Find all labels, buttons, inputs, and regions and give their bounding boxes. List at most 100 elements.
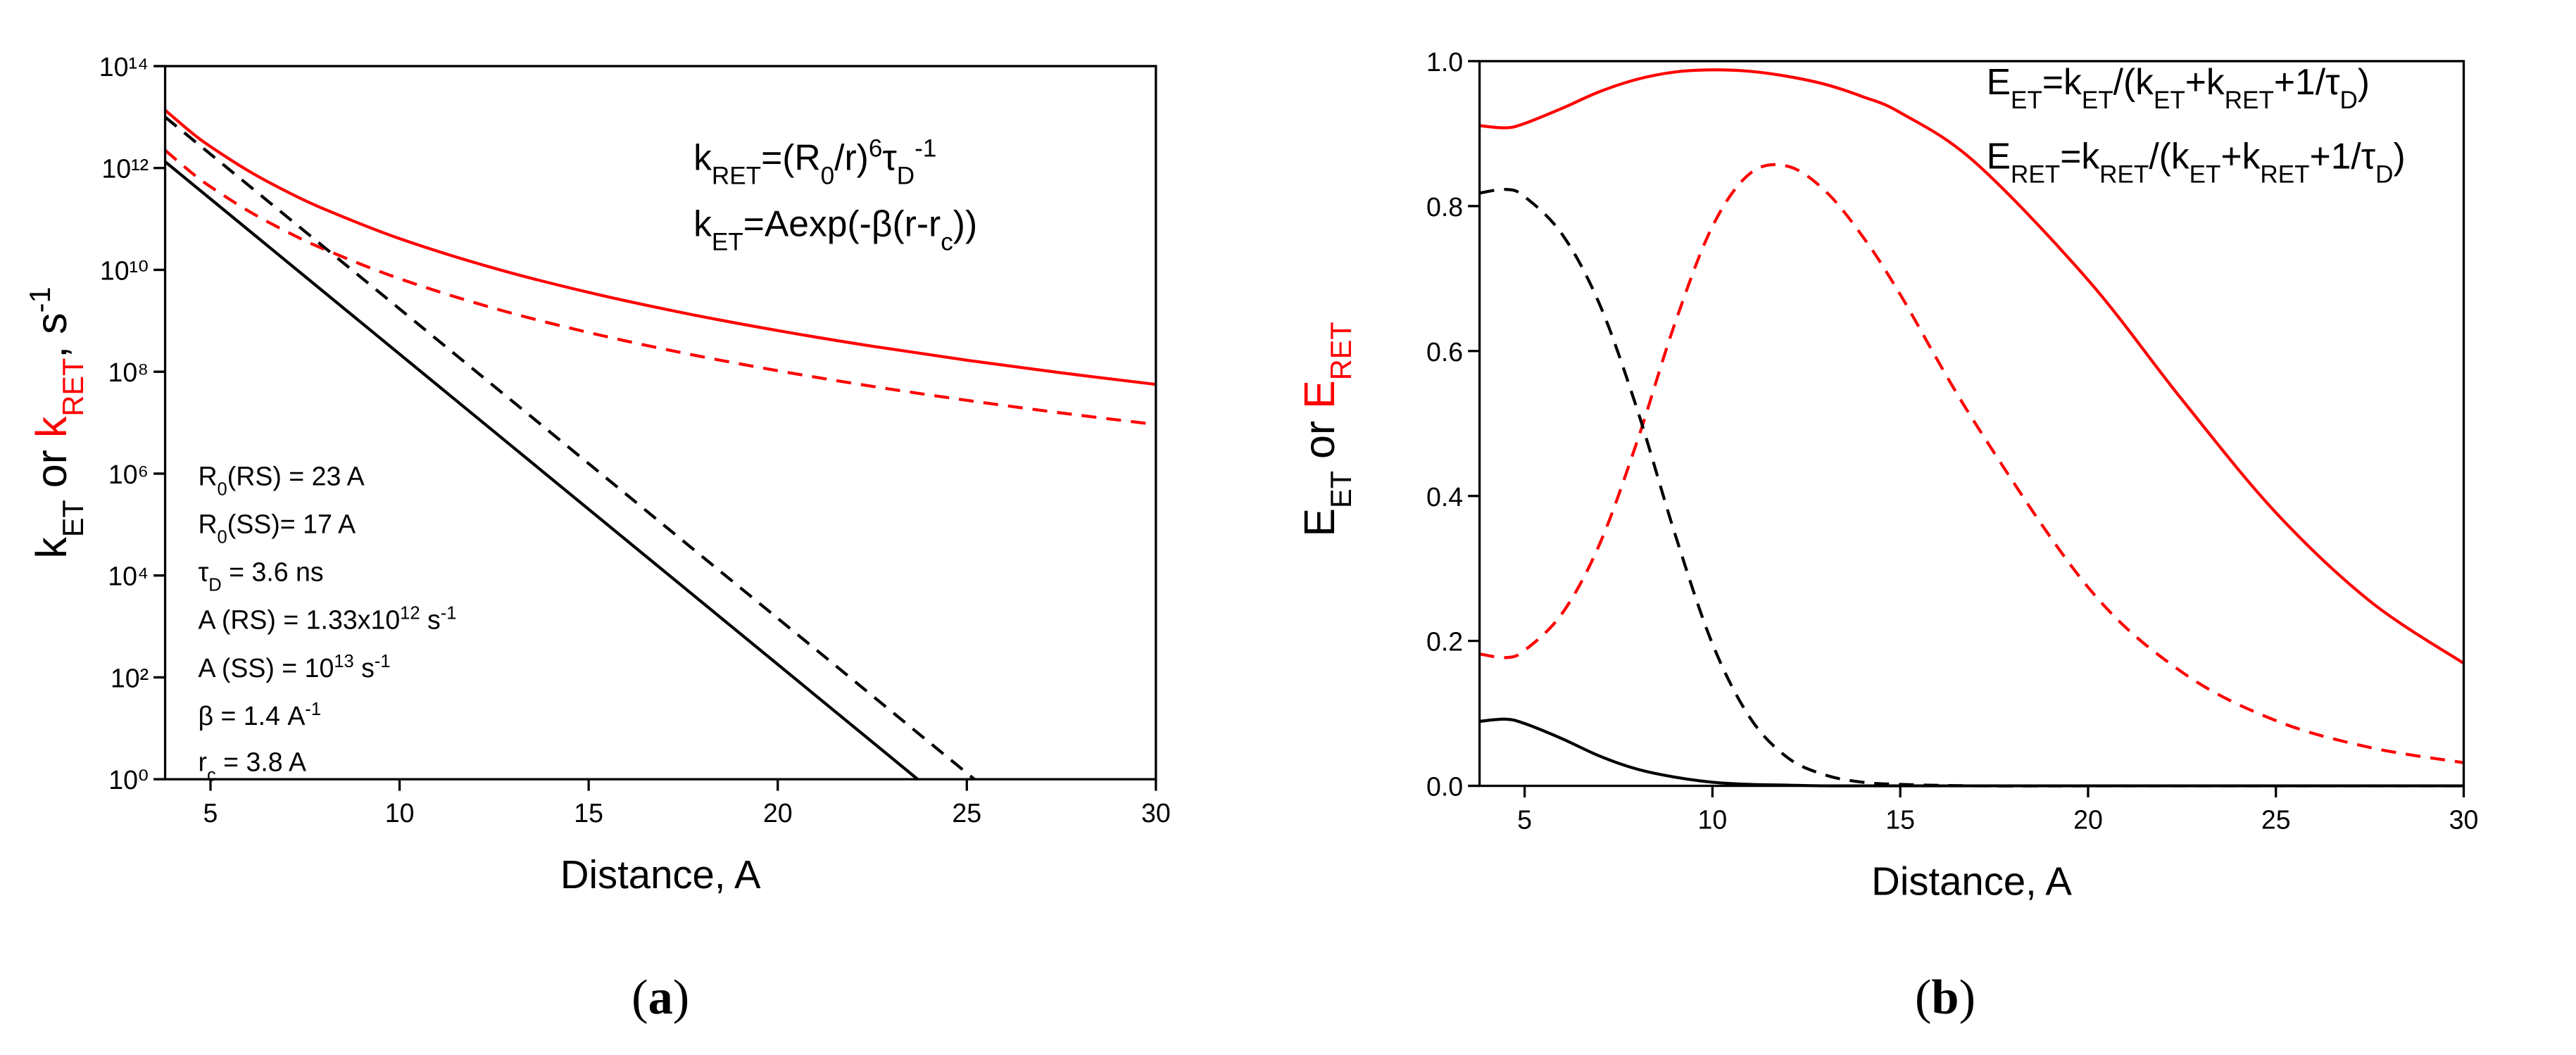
text-part: E: [1295, 508, 1343, 537]
y-tick-label: 0.4: [1426, 482, 1463, 512]
text-part: RET: [2260, 160, 2309, 188]
x-axis-label: Distance, A: [1871, 859, 2072, 903]
text-part: ET: [1324, 471, 1357, 508]
x-tick-label: 5: [1517, 805, 1532, 835]
y-tick-label: 10¹⁰: [100, 256, 149, 286]
text-part: 13: [334, 652, 353, 671]
y-tick-label: 0.2: [1426, 627, 1463, 657]
data-line: [1479, 68, 2465, 665]
text-part: RET: [712, 162, 761, 189]
text-part: A (SS) = 10: [198, 653, 334, 683]
x-tick-label: 10: [1698, 805, 1728, 835]
y-axis-label: kET or kRET, s-1: [23, 286, 89, 558]
text-part: (: [632, 970, 648, 1025]
text-part: E: [1987, 61, 2011, 102]
annotation: β = 1.4 A-1: [198, 700, 321, 731]
data-line: [164, 160, 919, 781]
annotation: R0(SS)= 17 A: [198, 510, 356, 548]
text-part: ): [1959, 970, 1975, 1025]
text-part: 0: [218, 480, 227, 500]
annotation: rc = 3.8 A: [198, 747, 306, 785]
text-part: s: [354, 653, 375, 683]
x-tick-label: 5: [203, 798, 218, 828]
x-tick-label: 25: [952, 798, 981, 828]
plot-frame: [1478, 60, 2465, 788]
text-part: RET: [2011, 160, 2060, 188]
text-part: RET: [2099, 160, 2149, 188]
text-part: =(R: [761, 137, 821, 178]
text-part: c: [207, 765, 216, 785]
text-part: R: [198, 510, 217, 539]
y-tick-label: 10¹²: [101, 154, 149, 184]
text-part: 0: [821, 162, 835, 189]
x-tick-label: 20: [2073, 805, 2103, 835]
annotation: EET=kET/(kET+kRET+1/τD): [1987, 61, 2370, 113]
text-part: (SS)= 17 A: [227, 510, 356, 539]
text-part: τ: [882, 137, 896, 178]
text-part: +k: [2185, 61, 2225, 102]
text-part: -1: [441, 604, 457, 624]
text-part: 0: [218, 528, 227, 548]
x-tick-label: 15: [574, 798, 603, 828]
text-part: a: [648, 970, 673, 1025]
text-part: D: [208, 576, 221, 595]
text-part: D: [897, 162, 915, 189]
text-part: k: [27, 416, 75, 438]
text-part: RET: [56, 358, 89, 417]
y-axis-label: EET or ERET: [1295, 322, 1357, 536]
text-part: k: [693, 137, 712, 178]
x-tick-label: 20: [763, 798, 793, 828]
y-tick-label: 10¹⁴: [99, 52, 149, 82]
text-part: 12: [400, 604, 420, 624]
data-line: [1479, 717, 2464, 788]
text-part: c: [941, 228, 953, 255]
text-part: /r): [834, 137, 869, 178]
data-line: [164, 108, 1157, 386]
text-part: D: [2375, 160, 2393, 188]
text-part: ET: [56, 500, 89, 537]
x-tick-label: 30: [1141, 798, 1171, 828]
text-part: D: [2339, 86, 2357, 113]
panel-label: (b): [1915, 970, 1975, 1025]
text-part: k: [693, 203, 712, 244]
text-part: -1: [305, 700, 321, 719]
text-part: = 3.8 A: [216, 747, 306, 776]
y-tick-label: 0.8: [1426, 192, 1463, 222]
annotation: R0(RS) = 23 A: [198, 462, 364, 500]
text-part: b: [1931, 970, 1959, 1025]
text-part: ET: [2154, 86, 2185, 113]
x-tick-label: 10: [385, 798, 415, 828]
annotation: A (RS) = 1.33x1012 s-1: [198, 604, 456, 635]
y-tick-label: 1.0: [1426, 47, 1463, 77]
x-tick-label: 30: [2449, 805, 2479, 835]
annotation: kRET=(R0/r)6τD-1: [693, 134, 936, 189]
text-part: or: [1295, 409, 1343, 471]
text-part: or: [27, 438, 75, 500]
y-tick-label: 10⁶: [108, 460, 149, 489]
text-part: ): [2393, 135, 2405, 176]
y-tick-label: 0.0: [1426, 772, 1463, 802]
text-part: -1: [375, 652, 391, 671]
text-part: +1/τ: [2274, 61, 2340, 102]
text-part: ): [2358, 61, 2370, 102]
data-line: [1479, 163, 2464, 764]
text-part: ET: [2011, 86, 2042, 113]
text-part: k: [27, 537, 75, 559]
text-part: s: [420, 605, 441, 635]
data-line: [164, 115, 976, 781]
text-part: RET: [1324, 322, 1357, 380]
y-tick-label: 10⁴: [108, 562, 149, 591]
text-part: )): [953, 203, 977, 244]
text-part: =Aexp(-β(r-r: [743, 203, 941, 244]
text-part: A (RS) = 1.33x10: [198, 605, 400, 635]
text-part: r: [198, 747, 207, 776]
text-part: E: [1987, 135, 2011, 176]
annotation: kET=Aexp(-β(r-rc)): [693, 203, 977, 256]
annotation: ERET=kRET/(kET+kRET+1/τD): [1987, 135, 2406, 188]
text-part: ET: [2189, 160, 2221, 188]
data-line: [164, 149, 1157, 427]
text-part: (RS) = 23 A: [227, 462, 365, 491]
text-part: +k: [2220, 135, 2260, 176]
